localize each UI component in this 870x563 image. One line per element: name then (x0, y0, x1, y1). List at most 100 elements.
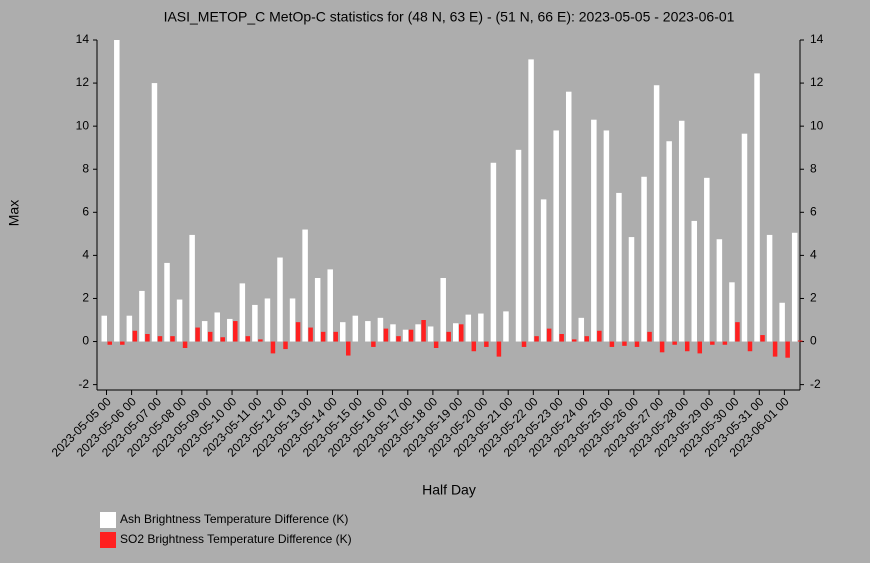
bar (622, 341, 627, 346)
bar (528, 59, 534, 342)
bar (515, 149, 522, 342)
bar (308, 327, 313, 342)
bar (289, 298, 296, 342)
bar (164, 262, 170, 342)
bar (333, 331, 338, 342)
bar (346, 341, 351, 356)
bar (145, 334, 150, 342)
bar (139, 290, 145, 342)
y-tick-label: 12 (76, 75, 90, 89)
bar (697, 341, 703, 354)
bar (227, 318, 233, 342)
bar (176, 299, 183, 342)
y2-tick-label: -2 (810, 377, 821, 391)
bar (641, 176, 647, 342)
bar (189, 234, 195, 342)
y-tick-label: 4 (82, 248, 89, 262)
bar (559, 334, 564, 342)
bar (754, 73, 760, 342)
y2-tick-label: 10 (810, 118, 824, 132)
y-axis-label: Max (6, 200, 22, 226)
bar (207, 331, 213, 342)
legend-label: SO2 Brightness Temperature Difference (K… (120, 532, 352, 546)
bar (277, 257, 283, 342)
bar (239, 283, 246, 342)
bar (609, 341, 615, 347)
bar (684, 341, 690, 352)
bar (553, 130, 559, 342)
bar (766, 234, 773, 342)
bar (107, 341, 112, 345)
bar (302, 229, 308, 342)
bar (421, 320, 426, 342)
bar (716, 239, 723, 342)
bar (408, 329, 414, 342)
y-tick-label: 14 (76, 32, 90, 46)
bar (653, 85, 660, 342)
bar (427, 326, 434, 342)
bar (433, 341, 439, 348)
y2-tick-label: 2 (810, 291, 817, 305)
bar (201, 321, 208, 342)
bar (772, 341, 778, 357)
bar (126, 315, 133, 342)
bar (710, 341, 715, 345)
bar (521, 341, 527, 347)
bar (270, 341, 276, 354)
bar (415, 324, 421, 342)
y2-tick-label: 4 (810, 248, 817, 262)
y-tick-label: 6 (82, 204, 89, 218)
bar (157, 336, 163, 342)
bar (132, 330, 138, 342)
y-tick-label: 0 (82, 334, 89, 348)
bar (534, 336, 539, 342)
y2-tick-label: 8 (810, 161, 817, 175)
bar (779, 302, 785, 342)
bar (597, 330, 602, 342)
bar (741, 133, 748, 342)
bar (170, 336, 175, 342)
bar (459, 324, 464, 342)
legend-label: Ash Brightness Temperature Difference (K… (120, 512, 348, 526)
bar (264, 298, 271, 342)
bar (471, 341, 477, 352)
bar (396, 336, 401, 342)
bar (571, 339, 577, 342)
bar (195, 327, 200, 342)
bar (340, 322, 346, 342)
bar (729, 282, 735, 342)
bar (616, 192, 622, 342)
bar (453, 323, 459, 342)
bar (245, 336, 251, 342)
bar (584, 336, 590, 342)
bar (295, 322, 301, 342)
bar (591, 119, 597, 342)
legend-swatch (100, 512, 116, 528)
bar (314, 278, 321, 342)
bar (672, 341, 677, 345)
bar (283, 341, 288, 350)
y-tick-label: 2 (82, 291, 89, 305)
y2-tick-label: 12 (810, 75, 824, 89)
bar (704, 177, 710, 342)
bar (101, 315, 107, 342)
bar (546, 328, 552, 342)
bar (647, 331, 652, 342)
bar (402, 329, 409, 342)
x-axis-label: Half Day (422, 482, 476, 498)
bar (114, 40, 120, 342)
bar (484, 341, 489, 347)
legend-swatch (100, 532, 116, 548)
bar (120, 341, 125, 345)
bar (503, 311, 509, 342)
bar (390, 324, 396, 342)
bar (182, 341, 188, 348)
bar (220, 337, 225, 342)
bar (634, 341, 640, 347)
bar (440, 278, 446, 342)
bar (691, 220, 698, 342)
bar (678, 120, 685, 342)
bar (797, 340, 803, 342)
bar (785, 341, 790, 358)
